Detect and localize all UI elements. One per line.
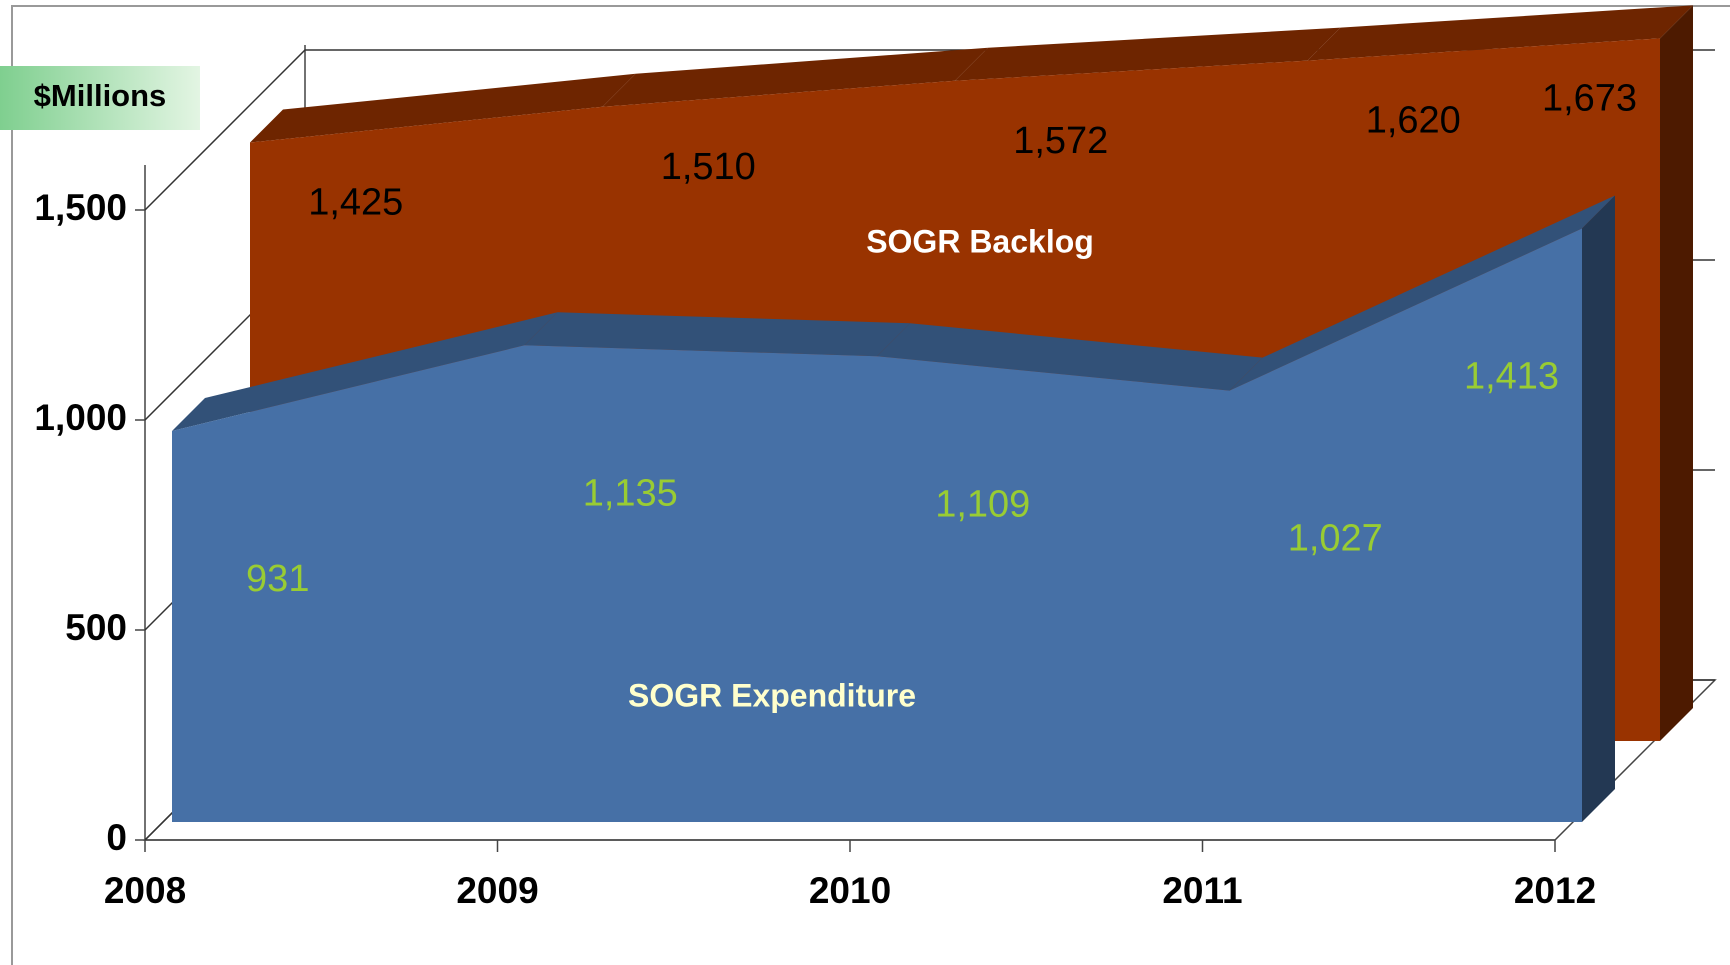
- x-tick-label: 2008: [104, 870, 186, 911]
- area-side: [1582, 195, 1615, 823]
- series-name: SOGR Expenditure: [628, 677, 916, 713]
- area: [172, 228, 1582, 823]
- y-label-box: [0, 66, 200, 130]
- x-tick-label: 2010: [809, 870, 891, 911]
- value-label: 1,135: [583, 472, 678, 514]
- value-label: 1,572: [1013, 120, 1108, 162]
- value-label: 1,109: [935, 483, 1030, 525]
- y-tick-label: 500: [65, 607, 127, 648]
- area-top: [955, 27, 1341, 81]
- value-label: 931: [246, 558, 309, 600]
- area-top: [1307, 5, 1693, 61]
- y-tick-label: 0: [106, 817, 127, 858]
- area-side: [1660, 5, 1693, 741]
- y-axis-label: $Millions: [34, 78, 167, 113]
- value-label: 1,425: [308, 182, 403, 224]
- x-tick-label: 2011: [1162, 870, 1242, 911]
- value-label: 1,413: [1464, 356, 1559, 398]
- value-label: 1,673: [1542, 77, 1637, 119]
- area-top: [602, 47, 988, 107]
- area-top: [524, 312, 910, 357]
- value-label: 1,620: [1366, 100, 1461, 142]
- y-tick-label: 1,500: [34, 187, 127, 228]
- value-label: 1,510: [661, 146, 756, 188]
- value-label: 1,027: [1288, 518, 1383, 560]
- y-tick-label: 1,000: [34, 397, 127, 438]
- area-top: [877, 323, 1263, 391]
- frame: [11, 5, 1730, 965]
- x-tick-label: 2012: [1514, 870, 1596, 911]
- area-top: [172, 312, 558, 431]
- area-top: [1229, 195, 1615, 391]
- series-name: SOGR Backlog: [866, 223, 1094, 259]
- area-top: [250, 73, 636, 143]
- plot: [172, 5, 1693, 823]
- x-tick-label: 2009: [456, 870, 538, 911]
